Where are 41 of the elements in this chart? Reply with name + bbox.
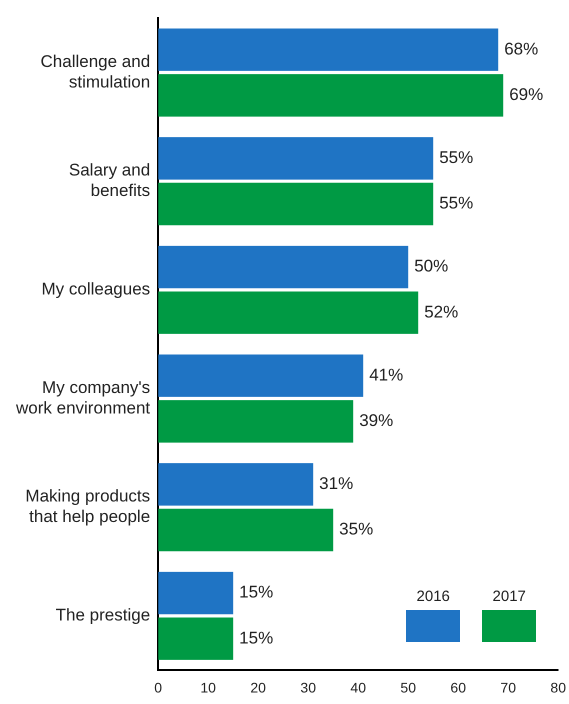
x-tick-label: 80 — [550, 679, 566, 696]
data-label: 39% — [359, 411, 394, 430]
x-tick-label: 30 — [300, 679, 316, 696]
bar — [158, 28, 498, 71]
data-label: 55% — [439, 194, 474, 213]
y-tick-label: My company's work environment — [14, 378, 150, 418]
bar — [158, 400, 354, 443]
y-tick-label: Challenge and stimulation — [40, 52, 150, 92]
x-tick-label: 40 — [350, 679, 366, 696]
x-tick-label: 20 — [250, 679, 266, 696]
data-label: 69% — [509, 85, 544, 104]
text: 2016 — [416, 588, 450, 606]
bar — [158, 182, 434, 226]
y-tick-label: My colleagues — [41, 280, 150, 299]
bar — [158, 463, 314, 506]
bar — [158, 508, 334, 552]
y-tick-label: The prestige — [56, 606, 150, 625]
data-label: 55% — [439, 148, 474, 168]
data-label: 50% — [414, 256, 448, 276]
x-tick-label: 70 — [500, 679, 516, 696]
bar — [158, 354, 364, 397]
bar — [158, 137, 434, 180]
x-tick-label: 0 — [154, 679, 162, 696]
x-tick-label: 60 — [450, 679, 466, 696]
bar — [158, 74, 504, 117]
data-label: 31% — [319, 474, 354, 494]
data-label: 15% — [239, 628, 274, 648]
x-tick-label: 10 — [200, 679, 216, 696]
text: 2017 — [492, 588, 526, 606]
bar — [158, 291, 418, 334]
data-label: 52% — [424, 302, 458, 322]
bar — [158, 617, 234, 660]
data-label: 35% — [339, 520, 374, 539]
data-label: 41% — [369, 365, 404, 384]
y-tick-label: Making products that help people — [25, 486, 150, 526]
data-label: 15% — [239, 582, 274, 602]
x-tick-label: 50 — [400, 679, 416, 696]
bar — [158, 246, 408, 288]
y-tick-label: Salary and benefits — [68, 160, 150, 200]
bar — [158, 572, 234, 614]
data-label: 68% — [504, 39, 538, 58]
